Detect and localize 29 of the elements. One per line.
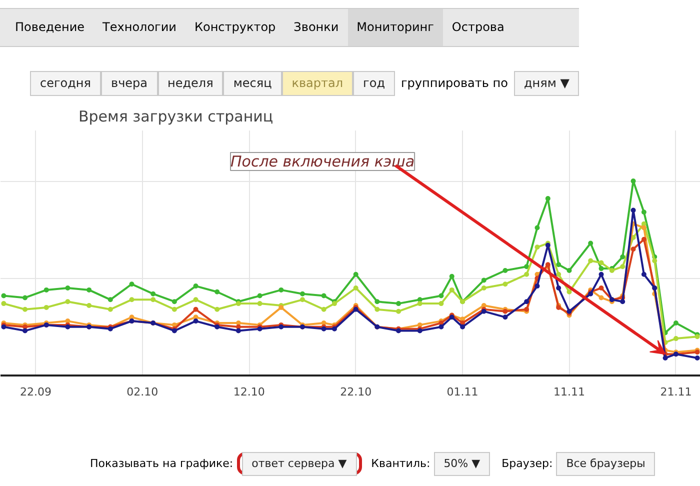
- x-tick-label: 22.10: [340, 386, 372, 398]
- text: месяц: [223, 71, 282, 96]
- x-tick-label: 22.09: [20, 386, 52, 398]
- x-tick-label: 01.11: [446, 386, 478, 398]
- text: год: [353, 71, 395, 96]
- text: сегодня: [30, 71, 101, 96]
- text: 50% ▼: [434, 452, 490, 476]
- text: Технологии: [102, 19, 178, 36]
- chart-title: Время загрузки страниц: [78, 108, 274, 126]
- text: Звонки: [292, 19, 340, 36]
- text: Все браузеры: [556, 452, 656, 476]
- text: ответ сервера ▼: [242, 452, 357, 476]
- text: Острова: [450, 19, 506, 36]
- text: Показывать на графике:: [90, 457, 234, 470]
- text: Поведение: [14, 19, 86, 36]
- x-tick-label: 11.11: [554, 386, 586, 398]
- text: Конструктор: [193, 19, 277, 36]
- text: дням ▼: [514, 71, 580, 96]
- text: Мониторинг: [348, 9, 443, 46]
- text: неделя: [158, 71, 224, 96]
- text: группировать по: [401, 76, 508, 90]
- text: Квантиль:: [371, 457, 430, 470]
- x-tick-label: 21.11: [660, 386, 692, 398]
- text: вчера: [101, 71, 158, 96]
- x-tick-label: 12.10: [233, 386, 265, 398]
- text: квартал: [282, 71, 354, 96]
- text: Браузер:: [502, 457, 553, 470]
- x-tick-label: 02.10: [126, 386, 158, 398]
- annotation: После включения кэша: [230, 152, 415, 170]
